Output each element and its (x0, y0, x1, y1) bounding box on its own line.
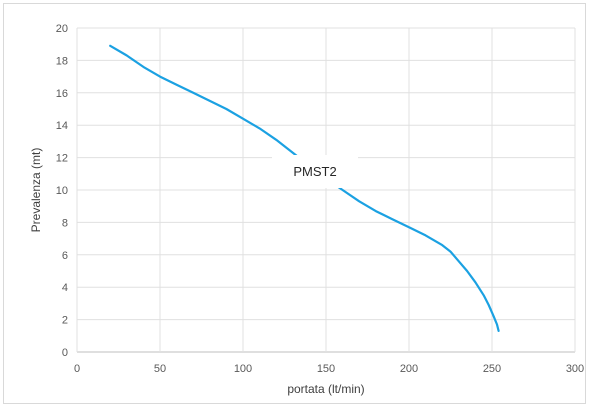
x-tick-label: 250 (483, 363, 501, 375)
chart-frame (3, 3, 586, 404)
series-label-background (272, 155, 358, 188)
x-axis-title: portata (lt/min) (287, 382, 364, 396)
y-tick-label: 0 (62, 347, 68, 359)
x-tick-label: 0 (74, 363, 80, 375)
y-tick-label: 2 (62, 315, 68, 327)
gridlines (76, 27, 576, 353)
y-tick-label: 18 (56, 55, 68, 67)
series-label-box: PMST2 (272, 155, 358, 188)
y-tick-label: 6 (62, 250, 68, 262)
series-label: PMST2 (293, 164, 336, 179)
y-axis-ticks: 0 2 4 6 8 10 12 14 16 18 20 (56, 23, 68, 359)
y-tick-label: 8 (62, 217, 68, 229)
y-tick-label: 14 (56, 120, 68, 132)
x-tick-label: 200 (400, 363, 418, 375)
x-tick-label: 150 (317, 363, 335, 375)
y-tick-label: 20 (56, 23, 68, 35)
y-axis-title: Prevalenza (mt) (29, 148, 43, 233)
y-tick-label: 10 (56, 185, 68, 197)
y-tick-label: 12 (56, 153, 68, 165)
series-layer (109, 44, 500, 332)
series-line-0 (109, 44, 500, 332)
x-axis-ticks: 0 50 100 150 200 250 300 (74, 363, 584, 375)
y-tick-label: 4 (62, 282, 68, 294)
x-tick-label: 100 (234, 363, 252, 375)
y-tick-label: 16 (56, 88, 68, 100)
x-tick-label: 300 (566, 363, 584, 375)
x-tick-label: 50 (154, 363, 166, 375)
